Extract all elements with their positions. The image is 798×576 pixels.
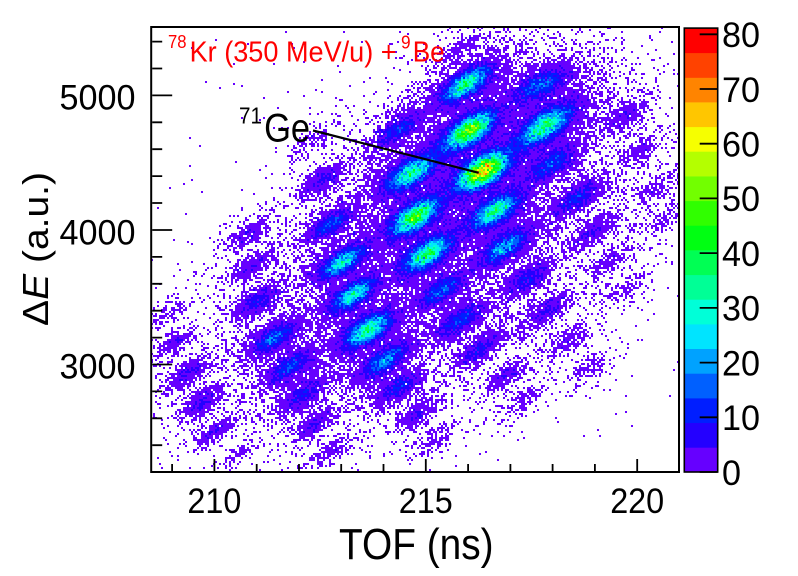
svg-text:Kr (350 MeV/u) +: Kr (350 MeV/u) + [190,36,397,68]
svg-text:80: 80 [722,16,760,55]
svg-text:215: 215 [399,482,453,521]
svg-text:0: 0 [722,454,741,493]
svg-text:60: 60 [722,126,760,165]
svg-text:20: 20 [722,344,760,383]
svg-text:30: 30 [722,290,760,329]
svg-text:10: 10 [722,399,760,438]
svg-text:TOF (ns): TOF (ns) [339,520,494,569]
svg-text:Be: Be [413,36,445,68]
svg-text:3000: 3000 [60,348,136,387]
svg-text:220: 220 [610,482,664,521]
svg-text:71: 71 [239,102,262,128]
svg-text:78: 78 [168,31,187,52]
svg-text:210: 210 [187,482,241,521]
svg-text:70: 70 [722,71,760,110]
svg-text:Ge: Ge [264,107,310,151]
svg-text:5000: 5000 [60,79,136,118]
svg-text:ΔE (a.u.): ΔE (a.u.) [15,172,56,326]
svg-text:4000: 4000 [60,214,136,253]
svg-text:50: 50 [722,180,760,219]
svg-text:40: 40 [722,235,760,274]
svg-text:9: 9 [401,31,411,52]
